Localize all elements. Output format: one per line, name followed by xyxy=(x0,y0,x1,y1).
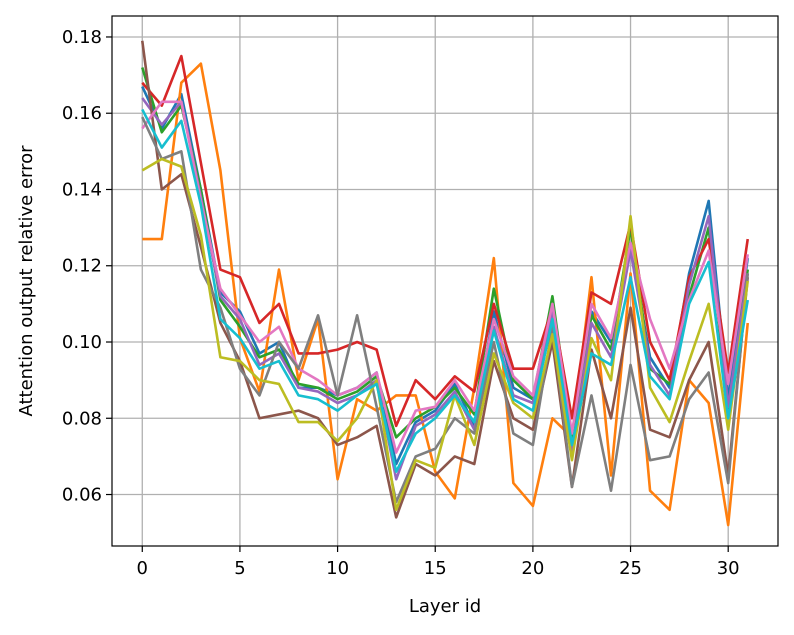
y-tick-label: 0.16 xyxy=(62,103,102,124)
y-tick-label: 0.14 xyxy=(62,179,102,200)
y-tick-label: 0.08 xyxy=(62,408,102,429)
series-line-4 xyxy=(141,54,750,428)
axis-ticks: 0 5 10 15 20 25 30 0.06 0.08 0.10 0.12 0.14 0.16 0.18 xyxy=(62,27,740,579)
y-tick-label: 0.12 xyxy=(62,256,102,277)
y-axis-label: Attention output relative error xyxy=(16,145,37,417)
x-tick-label: 25 xyxy=(619,558,642,579)
x-tick-label: 0 xyxy=(137,558,148,579)
x-tick-label: 10 xyxy=(326,558,349,579)
y-tick-label: 0.18 xyxy=(62,27,102,48)
y-tick-label: 0.06 xyxy=(62,485,102,506)
y-tick-label: 0.10 xyxy=(62,332,102,353)
x-tick-label: 20 xyxy=(521,558,544,579)
series-line-2 xyxy=(142,62,750,527)
x-tick-label: 30 xyxy=(717,558,740,579)
x-tick-label: 5 xyxy=(234,558,245,579)
series-line-3 xyxy=(141,67,750,439)
x-tick-label: 15 xyxy=(424,558,447,579)
series-line-7 xyxy=(141,100,750,454)
x-axis-label: Layer id xyxy=(409,596,481,617)
series-line-6 xyxy=(140,40,750,519)
plot-frame xyxy=(111,15,779,547)
series-lines xyxy=(140,40,750,527)
series-line-5 xyxy=(141,97,750,481)
series-line-10 xyxy=(141,108,750,473)
